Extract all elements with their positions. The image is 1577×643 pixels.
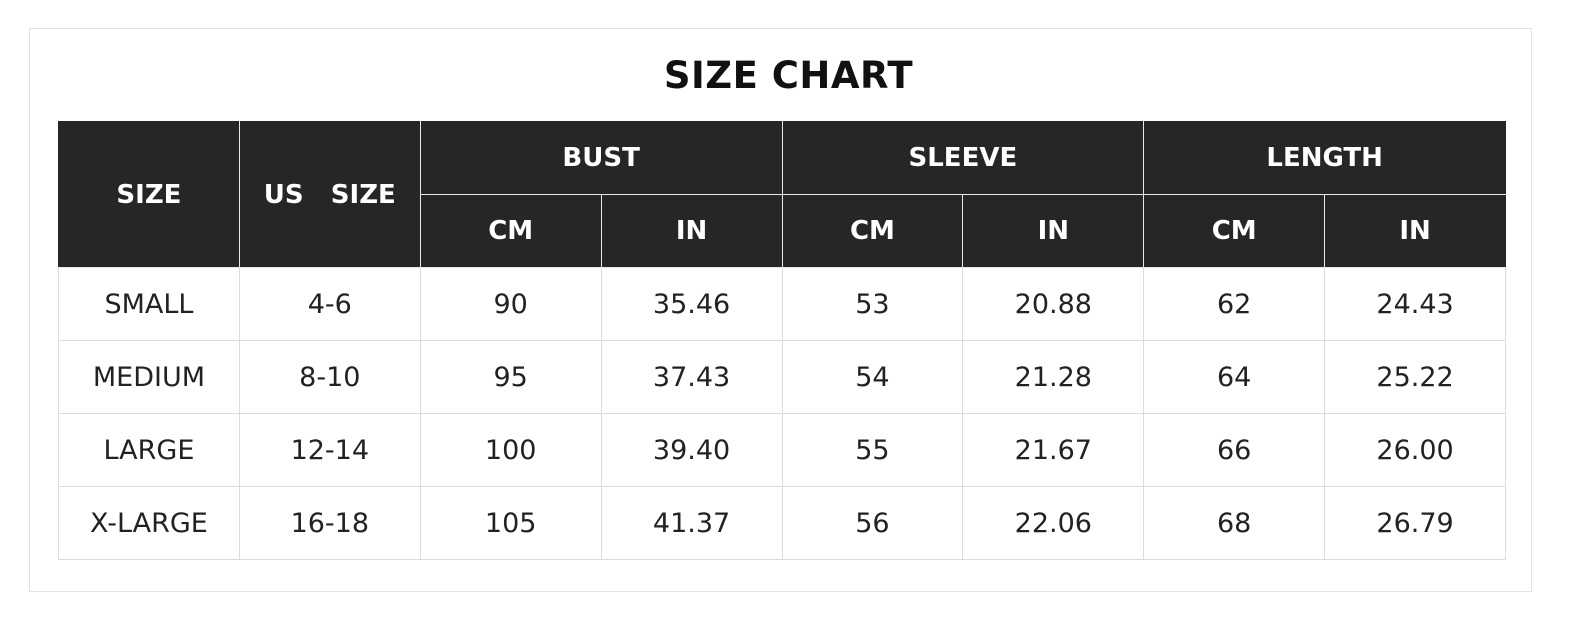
size-chart-table: SIZE US SIZE BUST SLEEVE LENGTH CM IN CM…: [58, 121, 1506, 560]
header-row-groups: SIZE US SIZE BUST SLEEVE LENGTH: [58, 121, 1506, 268]
header-unit: IN: [962, 194, 1145, 268]
table-cell: 39.40: [600, 413, 783, 487]
table-cell: 37.43: [600, 340, 783, 414]
table-cell: 12-14: [238, 413, 421, 487]
table-cell: 20.88: [962, 267, 1145, 341]
table-cell: 53: [781, 267, 964, 341]
table-cell: 26.79: [1324, 486, 1506, 560]
table-cell: 62: [1143, 267, 1326, 341]
header-unit: CM: [1143, 194, 1326, 268]
table-row: LARGE 12-14 100 39.40 55 21.67 66 26.00: [58, 413, 1506, 487]
header-sleeve: SLEEVE: [781, 121, 1145, 195]
table-cell: 66: [1143, 413, 1326, 487]
table-cell: MEDIUM: [58, 340, 240, 414]
table-cell: 56: [781, 486, 964, 560]
table-row: SMALL 4-6 90 35.46 53 20.88 62 24.43: [58, 267, 1506, 341]
page-title: SIZE CHART: [663, 54, 914, 97]
table-cell: 25.22: [1324, 340, 1506, 414]
table-cell: 64: [1143, 340, 1326, 414]
table-cell: X-LARGE: [58, 486, 240, 560]
table-cell: 54: [781, 340, 964, 414]
table-cell: LARGE: [58, 413, 240, 487]
table-cell: 105: [419, 486, 602, 560]
table-cell: 22.06: [962, 486, 1145, 560]
table-cell: 24.43: [1324, 267, 1506, 341]
table-cell: 68: [1143, 486, 1326, 560]
table-cell: 55: [781, 413, 964, 487]
header-length: LENGTH: [1143, 121, 1506, 195]
table-cell: 21.67: [962, 413, 1145, 487]
table-cell: 21.28: [962, 340, 1145, 414]
header-bust: BUST: [419, 121, 783, 195]
table-cell: 35.46: [600, 267, 783, 341]
table-cell: 16-18: [238, 486, 421, 560]
chart-frame: [29, 28, 1532, 592]
table-cell: 95: [419, 340, 602, 414]
table-row: X-LARGE 16-18 105 41.37 56 22.06 68 26.79: [58, 486, 1506, 560]
header-row-units: CM IN CM IN CM IN: [59, 194, 1506, 268]
table-cell: 100: [419, 413, 602, 487]
header-unit: CM: [781, 194, 964, 268]
header-unit: IN: [1324, 194, 1506, 268]
table-cell: 26.00: [1324, 413, 1506, 487]
table-cell: 90: [419, 267, 602, 341]
table-row: MEDIUM 8-10 95 37.43 54 21.28 64 25.22: [58, 340, 1506, 414]
table-cell: 41.37: [600, 486, 783, 560]
table-cell: SMALL: [58, 267, 240, 341]
header-unit: CM: [419, 194, 602, 268]
table-cell: 4-6: [238, 267, 421, 341]
header-size: SIZE: [58, 121, 240, 268]
header-unit: IN: [600, 194, 783, 268]
table-cell: 8-10: [238, 340, 421, 414]
header-us-size: US SIZE: [238, 121, 421, 268]
